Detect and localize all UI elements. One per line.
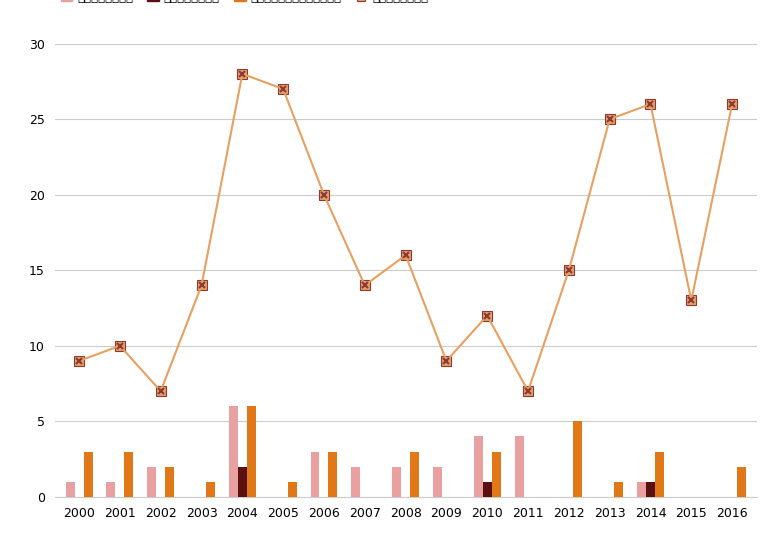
Bar <box>106 482 115 497</box>
Bar <box>736 467 746 497</box>
Bar <box>165 467 174 497</box>
Bar <box>573 422 583 497</box>
Bar <box>351 467 360 497</box>
Bar <box>483 482 491 497</box>
Bar <box>229 406 238 497</box>
Bar <box>328 452 338 497</box>
Bar <box>147 467 156 497</box>
Bar <box>124 452 133 497</box>
Bar <box>288 482 296 497</box>
Bar <box>637 482 646 497</box>
Bar <box>410 452 419 497</box>
Legend: 人が負傷した件数, 人が死亡した件数, 人によって殺されたトラの数, 人里への出没件数: 人が負傷した件数, 人が死亡した件数, 人によって殺されたトラの数, 人里への出… <box>61 0 428 4</box>
Bar <box>238 467 246 497</box>
Bar <box>515 436 523 497</box>
Bar <box>491 452 501 497</box>
Bar <box>246 406 256 497</box>
Bar <box>614 482 623 497</box>
Bar <box>310 452 320 497</box>
Bar <box>655 452 664 497</box>
Bar <box>473 436 483 497</box>
Bar <box>646 482 655 497</box>
Bar <box>66 482 75 497</box>
Bar <box>83 452 93 497</box>
Bar <box>206 482 215 497</box>
Bar <box>392 467 401 497</box>
Bar <box>433 467 442 497</box>
